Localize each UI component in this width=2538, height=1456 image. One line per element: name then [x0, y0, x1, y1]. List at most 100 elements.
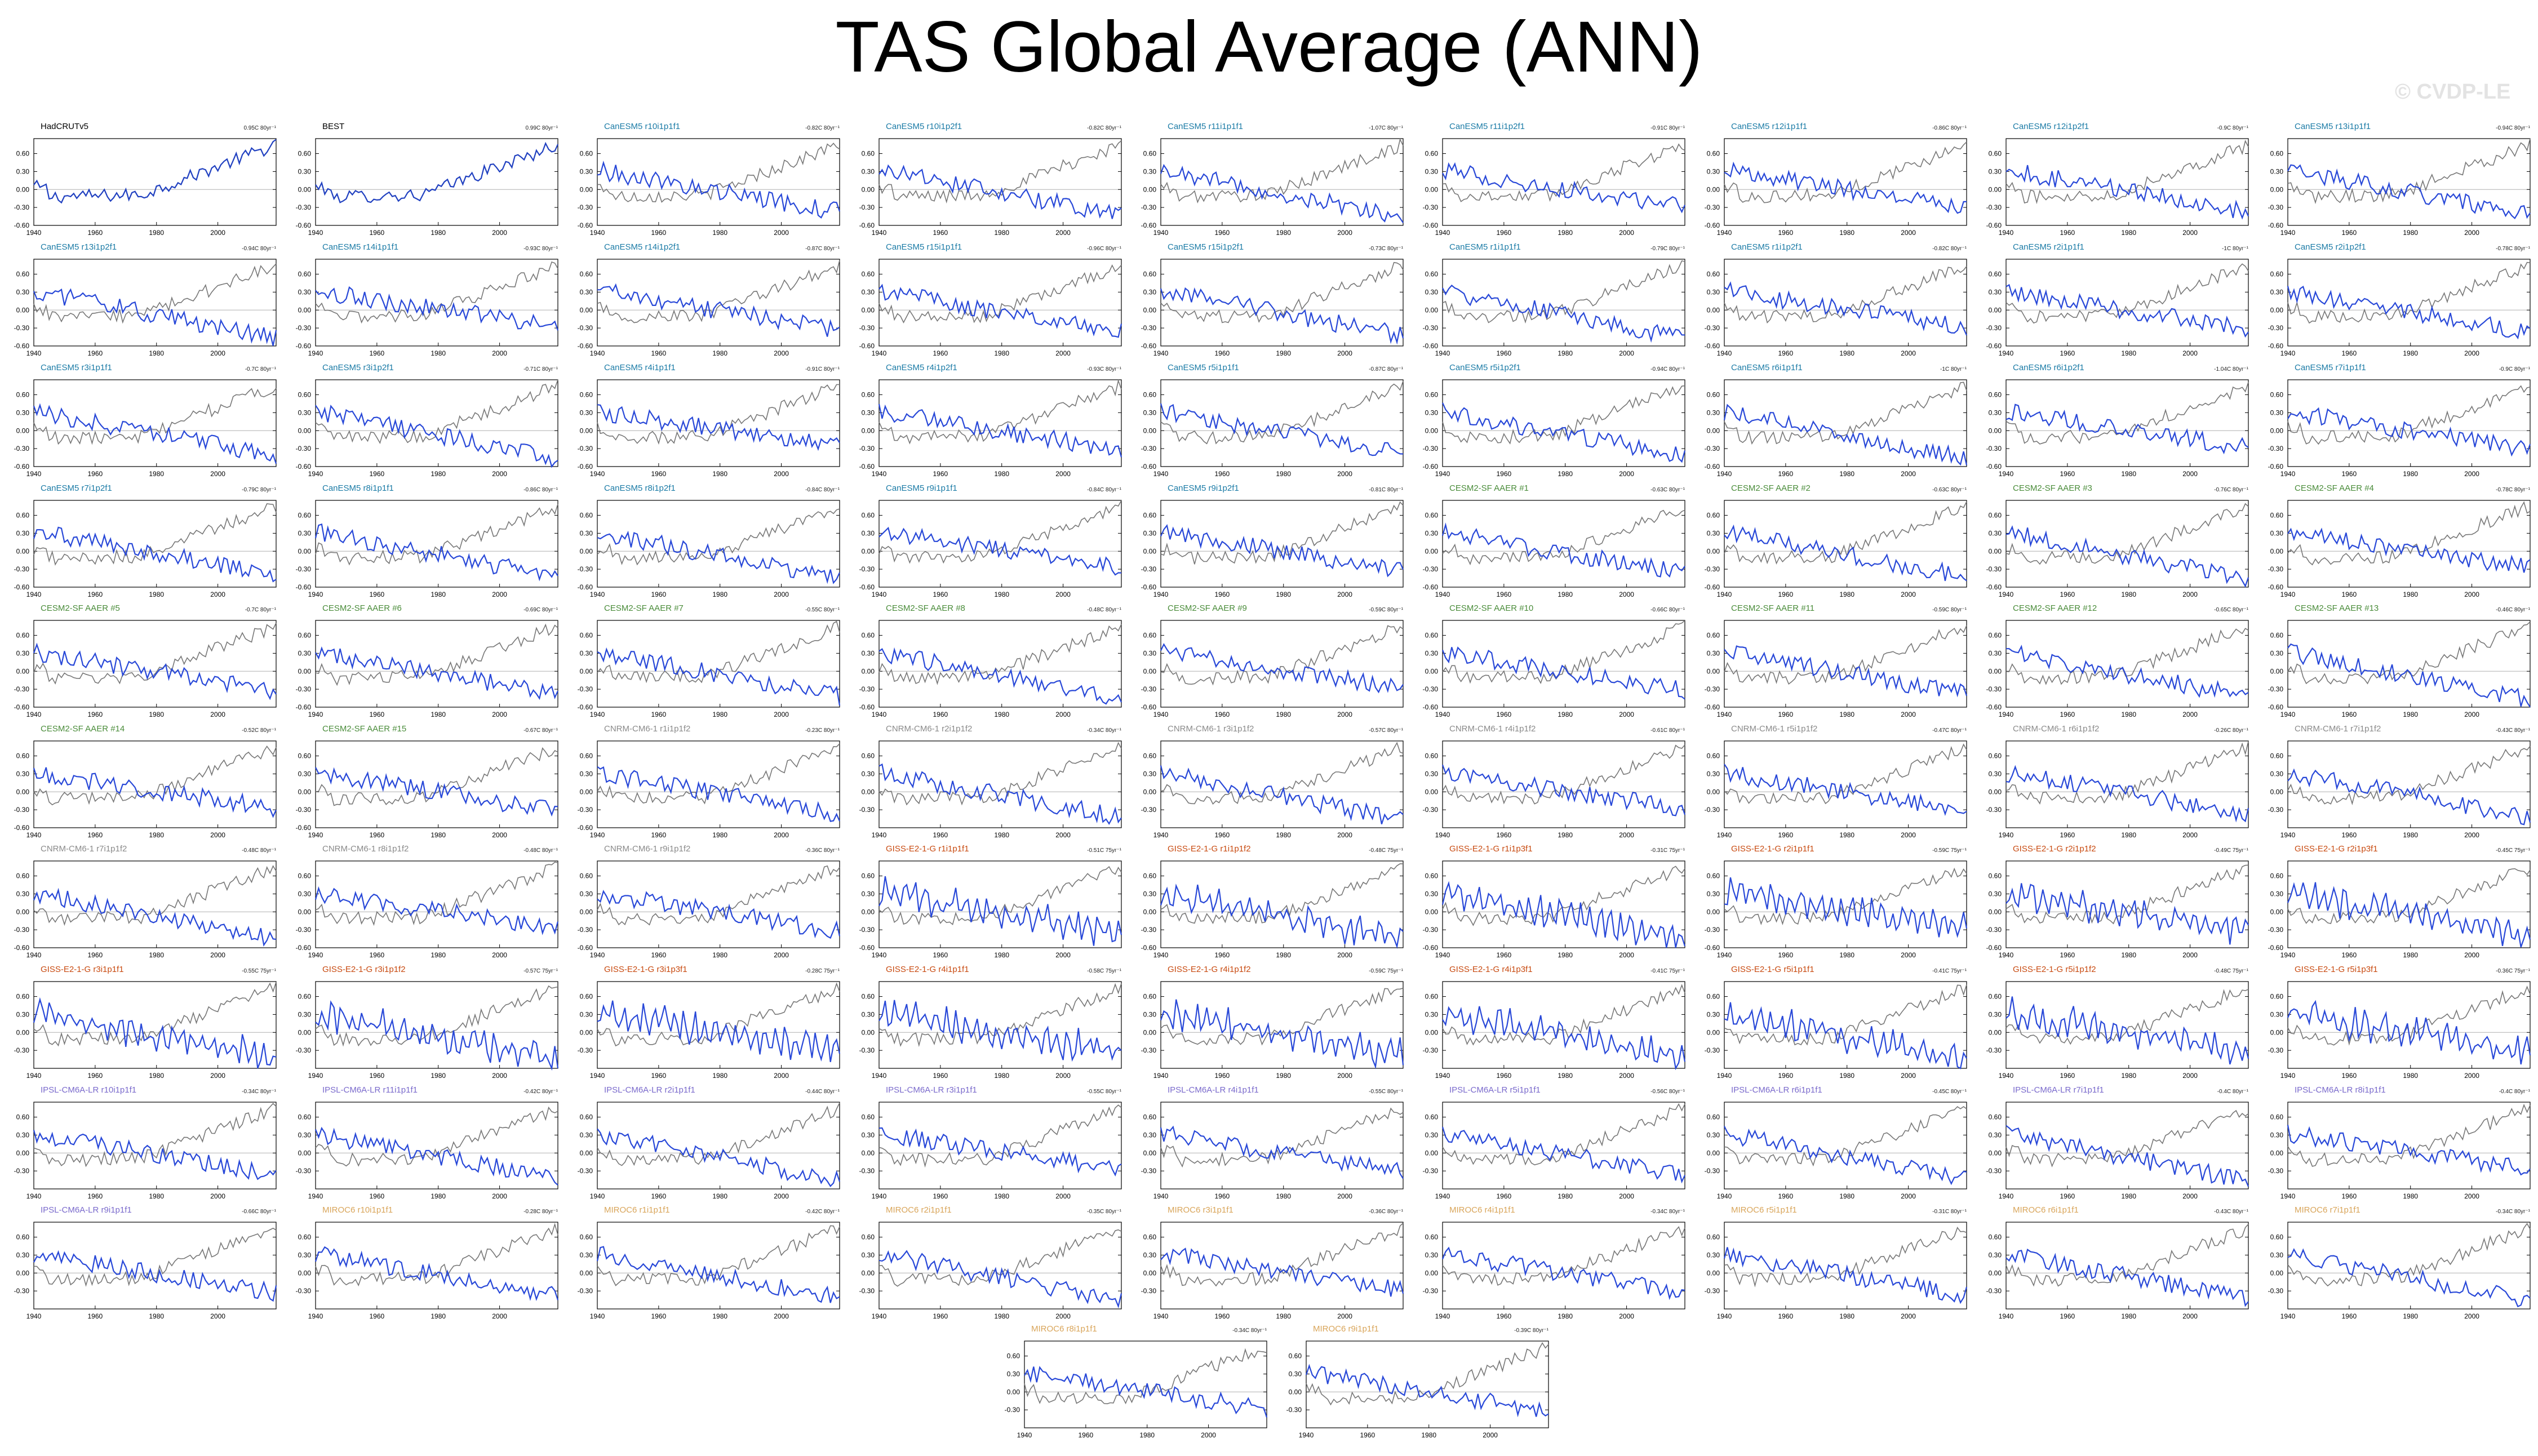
x-tick-label: 1980 — [1276, 229, 1291, 237]
plot-frame — [878, 138, 1122, 226]
y-tick-label: 0.60 — [2270, 752, 2284, 760]
series-line-observed-reference — [1442, 143, 1685, 202]
y-tick-label: -0.30 — [2268, 926, 2284, 934]
chart-panel: CESM2-SF AAER #7 -0.55C 80yr⁻¹ 0.60 0.30 0.0… — [569, 603, 841, 721]
y-tick-label: 0.60 — [1707, 993, 1720, 1001]
x-tick-label: 1980 — [1839, 1192, 1854, 1200]
y-tick-label: -0.30 — [578, 324, 593, 332]
x-tick-label: 1940 — [26, 711, 42, 718]
x-tick-label: 2000 — [210, 951, 225, 959]
x-tick-label: 1940 — [1435, 349, 1450, 357]
series-line-observed-reference — [1442, 865, 1685, 926]
x-tick-label: 1960 — [651, 470, 667, 478]
y-tick-label: 0.30 — [580, 288, 593, 296]
panel-title: CNRM-CM6-1 r9i1p1f2 — [604, 844, 691, 854]
panel-plot: 0.60 0.30 0.00 -0.30 1940 1960 1980 2000 — [296, 1102, 558, 1200]
x-tick-label: 1980 — [994, 951, 1009, 959]
x-tick-label: 1960 — [1215, 591, 1230, 598]
panel-title: IPSL-CM6A-LR r10i1p1f1 — [41, 1085, 137, 1095]
panel-trend-label: -0.59C 80yr⁻¹ — [1369, 607, 1403, 613]
x-tick-label: 1980 — [1839, 831, 1854, 839]
panel-trend-label: -0.55C 75yr⁻¹ — [242, 968, 276, 974]
x-tick-label: 2000 — [1055, 470, 1071, 478]
chart-panel: CanESM5 r5i1p2f1 -0.94C 80yr⁻¹ 0.60 0.30 0.0… — [1414, 363, 1686, 480]
x-tick-label: 1980 — [149, 711, 164, 718]
chart-panel: GISS-E2-1-G r1i1p3f1 -0.31C 75yr⁻¹ 0.60 0.3… — [1414, 844, 1686, 961]
x-tick-label: 1940 — [308, 1192, 323, 1200]
y-tick-label: 0.60 — [862, 512, 875, 520]
y-tick-label: -0.30 — [578, 806, 593, 814]
x-tick-label: 1960 — [370, 711, 385, 718]
y-tick-label: -0.30 — [578, 565, 593, 573]
x-tick-label: 1980 — [1421, 1431, 1436, 1439]
y-tick-label: 0.30 — [16, 288, 30, 296]
x-tick-label: 1980 — [431, 951, 446, 959]
series-line-observed-reference — [597, 982, 840, 1047]
panel-title: CanESM5 r2i1p1f1 — [2013, 242, 2084, 252]
panel-trend-label: -0.36C 80yr⁻¹ — [805, 847, 840, 854]
x-tick-label: 1960 — [88, 229, 103, 237]
panel-trend-label: -0.78C 80yr⁻¹ — [2496, 246, 2530, 252]
panel-title: HadCRUTv5 — [41, 122, 89, 131]
x-tick-label: 1940 — [1717, 711, 1732, 718]
plot-frame — [1306, 1340, 1549, 1428]
x-tick-label: 1940 — [590, 1072, 605, 1080]
panel-trend-label: -0.91C 80yr⁻¹ — [805, 366, 840, 372]
y-tick-label: 0.30 — [16, 529, 30, 537]
y-tick-label: 0.60 — [580, 512, 593, 520]
y-tick-label: -0.30 — [578, 926, 593, 934]
y-tick-label: 0.30 — [862, 529, 875, 537]
x-tick-label: 1960 — [2060, 711, 2075, 718]
y-tick-label: 0.60 — [1143, 1113, 1157, 1121]
series-line-observed-reference — [1724, 1227, 1967, 1288]
x-tick-label: 1980 — [712, 1072, 727, 1080]
panel-trend-label: -0.94C 80yr⁻¹ — [2496, 125, 2530, 131]
panel-trend-label: -0.55C 80yr⁻¹ — [1087, 1089, 1121, 1095]
y-tick-label: 0.60 — [1707, 270, 1720, 278]
y-tick-label: 0.30 — [1989, 167, 2002, 175]
x-tick-label: 2000 — [2182, 591, 2198, 598]
plot-frame — [2287, 379, 2531, 467]
y-tick-label: 0.00 — [16, 908, 30, 916]
y-tick-label: 0.30 — [16, 649, 30, 657]
y-tick-label: -0.60 — [1705, 583, 1720, 591]
y-tick-label: 0.00 — [1007, 1388, 1020, 1396]
y-tick-label: 0.60 — [862, 993, 875, 1001]
y-tick-label: -0.30 — [578, 1167, 593, 1175]
y-tick-label: -0.30 — [14, 445, 30, 452]
plot-frame — [1160, 860, 1404, 948]
x-tick-label: 2000 — [774, 951, 789, 959]
y-tick-label: 0.00 — [2270, 185, 2284, 193]
panel-title: CanESM5 r15i1p2f1 — [1168, 242, 1244, 252]
x-tick-label: 1940 — [308, 229, 323, 237]
x-tick-label: 1940 — [1999, 711, 2014, 718]
panel-trend-label: -0.66C 80yr⁻¹ — [1650, 607, 1685, 613]
x-tick-label: 2000 — [492, 591, 507, 598]
y-tick-label: 0.30 — [16, 1251, 30, 1259]
series-line-observed-reference — [1724, 984, 1967, 1046]
panel-title: CanESM5 r5i1p1f1 — [1168, 363, 1239, 372]
panel-title: CanESM5 r3i1p1f1 — [41, 363, 112, 372]
y-tick-label: -0.30 — [1986, 565, 2002, 573]
chart-panel: CNRM-CM6-1 r4i1p1f2 -0.61C 80yr⁻¹ 0.60 0.30… — [1414, 724, 1686, 841]
y-tick-label: 0.60 — [1989, 391, 2002, 399]
series-line-observed-reference — [1160, 380, 1404, 445]
panel-title: CNRM-CM6-1 r7i1p1f2 — [2295, 724, 2381, 734]
x-tick-label: 2000 — [1055, 831, 1071, 839]
x-tick-label: 1940 — [1153, 591, 1169, 598]
x-tick-label: 2000 — [1901, 1192, 1916, 1200]
panel-title: CESM2-SF AAER #13 — [2295, 603, 2379, 613]
x-tick-label: 2000 — [2464, 1312, 2479, 1320]
series-line-observed-reference — [1024, 1348, 1267, 1405]
series-line-model — [596, 1246, 840, 1303]
